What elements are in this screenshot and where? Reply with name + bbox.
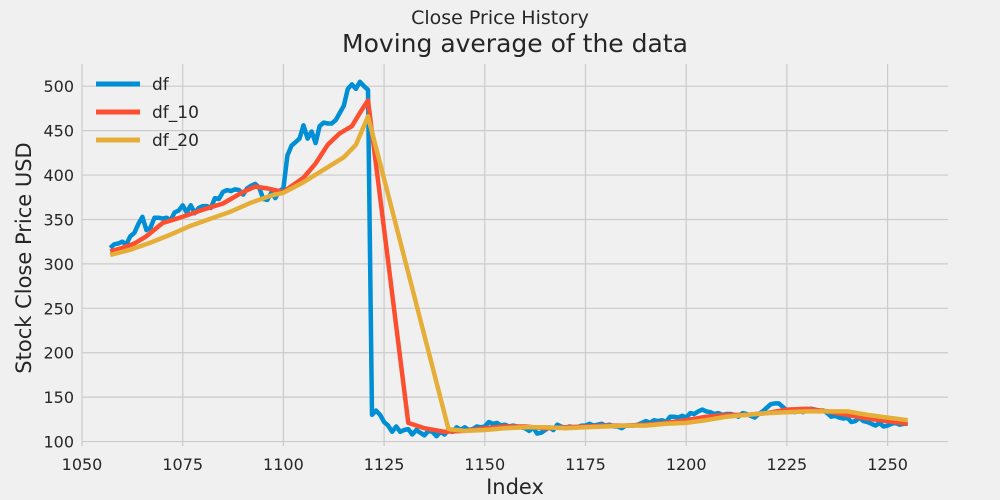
series-line-df-20 xyxy=(109,114,908,434)
x-tick-label: 1175 xyxy=(565,455,606,474)
series-line-df-10 xyxy=(109,98,908,435)
series-line-df xyxy=(108,79,908,439)
y-tick-label: 500 xyxy=(43,77,74,96)
x-tick-label: 1125 xyxy=(364,455,405,474)
y-tick-label: 200 xyxy=(43,344,74,363)
y-axis-label: Stock Close Price USD xyxy=(12,142,36,373)
x-axis-ticks: 1050 1075 1100 1125 1150 1175 1200 1225 1250 xyxy=(62,455,908,474)
x-tick-label: 1100 xyxy=(263,455,304,474)
x-tick-label: 1200 xyxy=(666,455,707,474)
y-tick-label: 300 xyxy=(43,255,74,274)
x-tick-label: 1075 xyxy=(162,455,203,474)
series-lines xyxy=(108,79,908,439)
y-tick-label: 100 xyxy=(43,433,74,452)
chart-suptitle: Close Price History xyxy=(411,7,589,29)
x-tick-label: 1250 xyxy=(867,455,908,474)
y-tick-label: 450 xyxy=(43,122,74,141)
y-tick-label: 400 xyxy=(43,166,74,185)
y-tick-label: 350 xyxy=(43,210,74,229)
y-tick-label: 250 xyxy=(43,299,74,318)
legend: df df_10 df_20 xyxy=(96,75,199,151)
legend-label-df: df xyxy=(152,75,170,95)
legend-label-df-10: df_10 xyxy=(152,103,199,123)
y-axis-ticks: 100 150 200 250 300 350 400 450 500 xyxy=(43,77,74,451)
grid-lines xyxy=(81,64,948,446)
x-axis-label: Index xyxy=(486,475,544,499)
chart-title: Moving average of the data xyxy=(342,29,688,58)
legend-label-df-20: df_20 xyxy=(152,131,199,151)
y-tick-label: 150 xyxy=(43,388,74,407)
x-tick-label: 1150 xyxy=(464,455,505,474)
x-tick-label: 1050 xyxy=(62,455,103,474)
x-tick-label: 1225 xyxy=(767,455,808,474)
